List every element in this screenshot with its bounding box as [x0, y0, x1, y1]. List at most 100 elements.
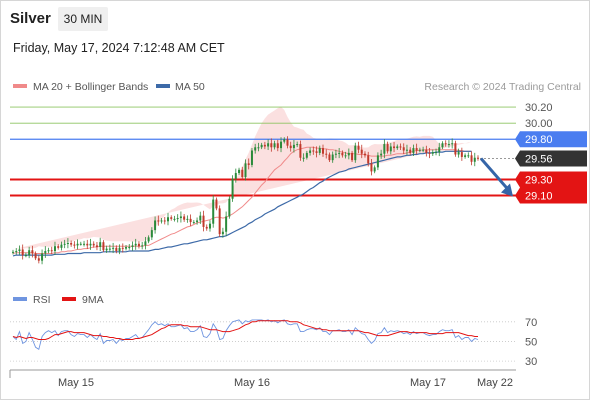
candle-body	[441, 143, 444, 148]
candle	[454, 140, 457, 157]
candle	[202, 210, 205, 232]
candle-body	[176, 218, 179, 220]
candle	[250, 148, 253, 168]
candle-body	[305, 152, 308, 158]
candle	[66, 238, 69, 249]
candle-body	[105, 248, 108, 251]
candle	[147, 235, 150, 244]
candle-body	[73, 244, 76, 246]
candle-body	[18, 249, 21, 252]
candle-body	[63, 243, 66, 245]
candle	[37, 255, 40, 264]
instrument-title: Silver	[10, 10, 51, 27]
candle	[396, 144, 399, 150]
candle	[312, 146, 315, 155]
candle	[328, 152, 331, 162]
candle-body	[341, 152, 344, 156]
candle	[231, 175, 234, 202]
candle	[286, 136, 289, 149]
rsi-legend-swatch	[13, 297, 27, 301]
level-label: 30.20	[525, 102, 553, 114]
candle	[347, 148, 350, 160]
candle	[247, 158, 250, 170]
candle	[422, 146, 425, 153]
rsi-ma-legend-label: 9MA	[82, 294, 104, 306]
candle-body	[354, 145, 357, 161]
candle-body	[334, 153, 337, 155]
candle-body	[331, 154, 334, 161]
candle	[11, 249, 15, 255]
candle-body	[257, 147, 260, 149]
rsi-ma-legend-swatch	[62, 297, 76, 301]
candle-body	[470, 155, 473, 162]
candle-body	[79, 243, 82, 245]
candle-body	[325, 153, 328, 155]
level-tags: 30.20 30.00 29.80 29.56 29.30 29.10	[515, 102, 587, 204]
candle	[309, 147, 312, 156]
candle-body	[415, 148, 418, 151]
candle-body	[131, 245, 134, 248]
candle	[170, 215, 173, 221]
candle	[115, 245, 118, 254]
candle	[370, 158, 373, 176]
arrow-head	[501, 183, 513, 197]
candle-body	[438, 147, 441, 153]
candle-body	[21, 249, 24, 256]
candle	[225, 211, 228, 237]
candle	[154, 216, 157, 234]
candle	[160, 217, 163, 224]
candle	[102, 240, 105, 253]
candle-body	[121, 247, 124, 249]
candle-body	[170, 217, 173, 219]
candle-body	[250, 150, 253, 165]
candle-body	[112, 247, 115, 249]
candle	[380, 149, 383, 159]
candle	[137, 241, 140, 249]
candle-body	[160, 220, 163, 222]
candle-body	[137, 243, 140, 247]
candle-body	[215, 199, 218, 209]
rsi-tick-label: 70	[525, 317, 537, 329]
candle	[76, 239, 79, 250]
candle	[186, 215, 189, 223]
candle-body	[360, 149, 363, 154]
candle	[108, 244, 111, 253]
candle	[99, 237, 102, 252]
candle-body	[179, 216, 182, 219]
candle-body	[296, 144, 299, 146]
candle	[393, 142, 396, 153]
candle	[105, 245, 108, 253]
candle-body	[60, 244, 63, 248]
candle	[215, 197, 218, 211]
candle-body	[292, 144, 295, 149]
candle	[112, 242, 115, 254]
candle-body	[447, 144, 450, 146]
candle-body	[270, 143, 273, 148]
candle	[205, 224, 208, 231]
candle-body	[28, 250, 31, 256]
candle-body	[196, 220, 199, 223]
candle-body	[192, 222, 195, 224]
candle-body	[205, 226, 208, 229]
candle	[163, 217, 166, 225]
candle	[344, 151, 347, 159]
candle	[254, 143, 257, 154]
rsi-ma-line	[12, 320, 478, 340]
candle	[357, 141, 360, 154]
candle-body	[263, 144, 266, 147]
candle-body	[134, 243, 137, 246]
moving-averages	[12, 146, 472, 257]
ma50-legend-label: MA 50	[175, 81, 205, 93]
candle-body	[241, 169, 244, 178]
candle-body	[351, 152, 354, 161]
interval-selector[interactable]: 30 MIN	[58, 7, 108, 31]
candle	[412, 144, 415, 157]
candle-body	[383, 144, 386, 154]
candle-body	[57, 246, 60, 248]
candle	[267, 139, 270, 151]
candle	[331, 151, 334, 163]
candle	[415, 143, 418, 155]
candle	[431, 149, 434, 156]
candle-body	[396, 146, 399, 149]
candle-body	[405, 149, 408, 151]
